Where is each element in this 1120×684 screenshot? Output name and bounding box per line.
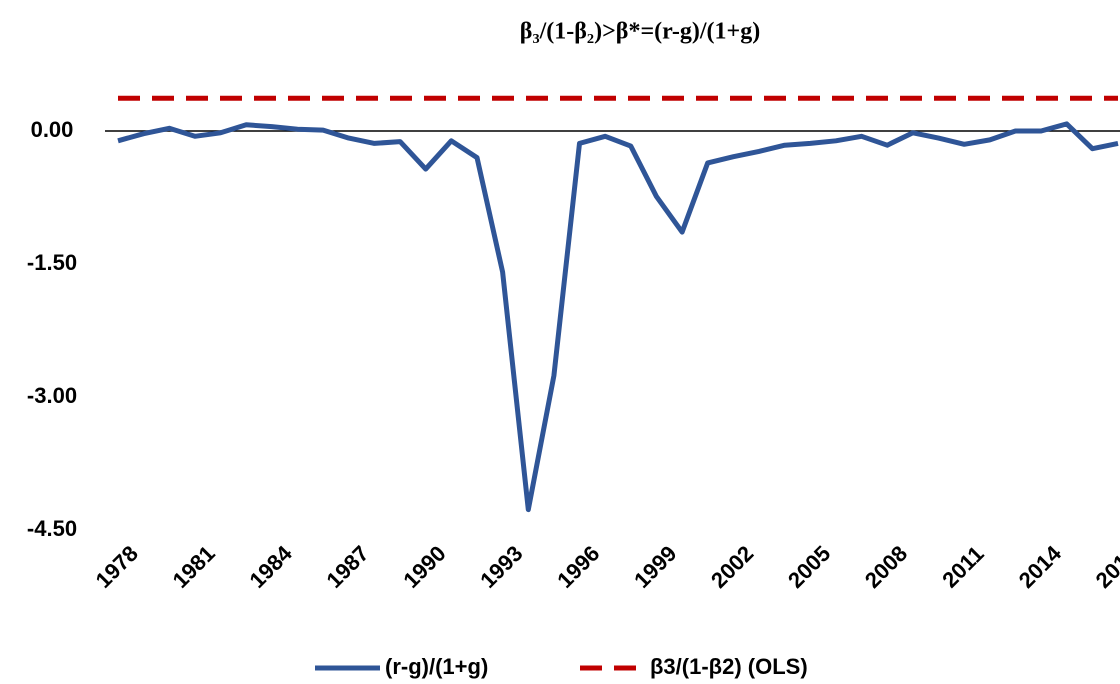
x-tick-label: 1996 <box>552 541 604 593</box>
x-tick-label: 1999 <box>629 541 681 593</box>
x-tick-label: 2005 <box>783 541 835 593</box>
y-tick-label: -4.50 <box>27 516 77 541</box>
x-tick-label: 1978 <box>91 541 143 593</box>
x-tick-label: 1984 <box>245 540 298 593</box>
legend-label: β3/(1-β2) (OLS) <box>650 654 808 679</box>
x-tick-label: 2014 <box>1014 540 1067 593</box>
y-tick-label: -3.00 <box>27 383 77 408</box>
y-tick-label: 0.00 <box>31 117 74 142</box>
x-tick-label: 2002 <box>706 541 758 593</box>
x-tick-label: 1981 <box>168 541 220 593</box>
series-line <box>117 121 1119 513</box>
legend-label: (r-g)/(1+g) <box>385 654 488 679</box>
chart-title: β₃/(1-β₂)>β*=(r-g)/(1+g) <box>520 19 760 45</box>
x-tick-label: 1993 <box>475 541 527 593</box>
x-tick-label: 1987 <box>321 541 373 593</box>
x-tick-label: 2008 <box>860 541 912 593</box>
x-tick-label: 1990 <box>398 541 450 593</box>
x-tick-label: 2017 <box>1091 541 1120 593</box>
x-tick-label: 2011 <box>937 541 988 592</box>
y-tick-label: -1.50 <box>27 250 77 275</box>
